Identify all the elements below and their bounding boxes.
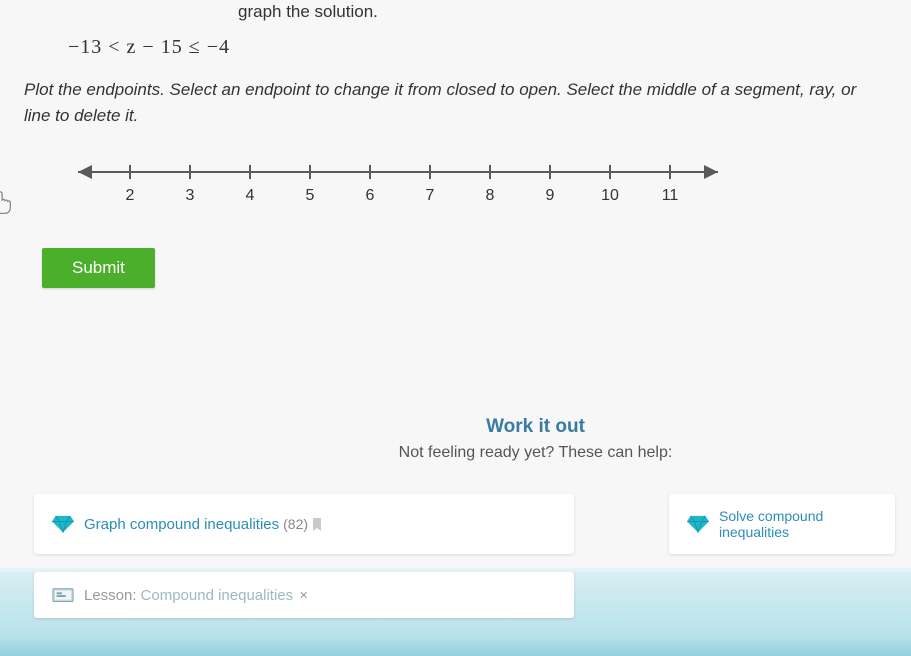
card-lesson-label: Compound inequalities — [141, 587, 294, 604]
close-x-icon: ✕ — [299, 589, 308, 602]
header-fragment: graph the solution. — [238, 2, 875, 22]
svg-text:5: 5 — [306, 187, 315, 204]
footer-strip — [0, 636, 911, 656]
svg-text:3: 3 — [186, 187, 195, 204]
gem-icon — [52, 515, 74, 533]
work-it-out-title: Work it out — [160, 416, 911, 438]
card-link-label: Solve compound inequalities — [719, 508, 877, 540]
work-it-out-subtitle: Not feeling ready yet? These can help: — [160, 444, 911, 462]
svg-text:7: 7 — [426, 187, 435, 204]
lesson-icon — [52, 586, 74, 604]
card-lesson-prefix: Lesson: — [84, 587, 137, 604]
card-link-label: Graph compound inequalities — [84, 516, 279, 533]
plot-instructions: Plot the endpoints. Select an endpoint t… — [24, 77, 865, 128]
svg-text:6: 6 — [366, 187, 375, 204]
card-solve-compound-inequalities[interactable]: Solve compound inequalities — [669, 494, 895, 554]
svg-text:11: 11 — [662, 187, 679, 204]
card-graph-compound-inequalities[interactable]: Graph compound inequalities (82) — [34, 494, 574, 554]
svg-text:10: 10 — [601, 187, 619, 204]
svg-text:4: 4 — [246, 187, 255, 204]
card-lesson-compound-inequalities[interactable]: Lesson: Compound inequalities ✕ — [34, 572, 574, 618]
inequality-expression: −13 < z − 15 ≤ −4 — [68, 36, 875, 59]
card-count: (82) — [283, 516, 308, 532]
pointer-hand-icon — [0, 190, 14, 216]
svg-text:8: 8 — [486, 187, 495, 204]
submit-button[interactable]: Submit — [42, 248, 155, 288]
gem-icon — [687, 515, 709, 533]
number-line[interactable]: 2 3 4 5 6 7 8 9 10 11 — [70, 154, 875, 214]
bookmark-icon — [312, 518, 322, 531]
svg-text:9: 9 — [546, 187, 555, 204]
svg-text:2: 2 — [126, 187, 135, 204]
